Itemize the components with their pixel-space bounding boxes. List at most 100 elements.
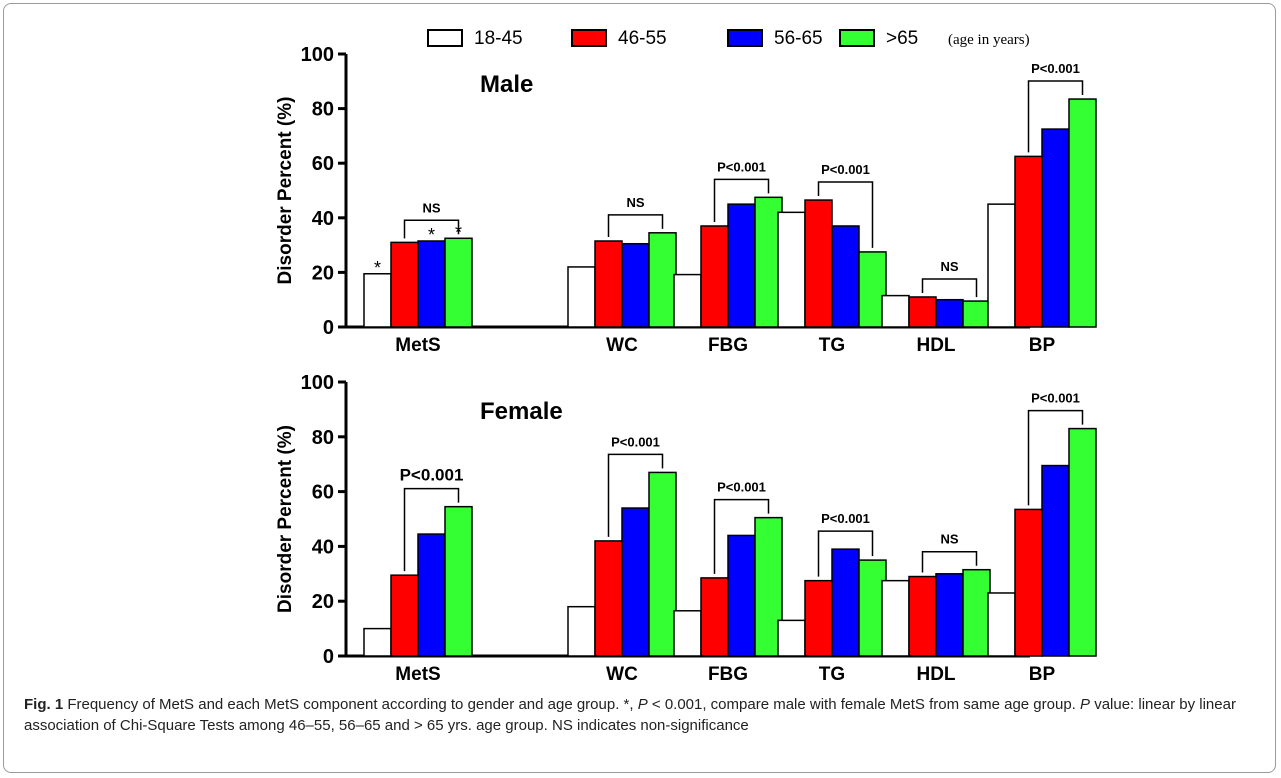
p1-significance-bp: P<0.001 — [1031, 391, 1080, 406]
p0-significance-wc: NS — [626, 195, 644, 210]
legend-suffix: (age in years) — [948, 32, 1030, 48]
p1-category-label-mets: MetS — [395, 664, 440, 685]
p0-bar-bp-2 — [1041, 128, 1070, 328]
p1-category-label-bp: BP — [1029, 664, 1056, 685]
p0-category-label-fbg: FBG — [708, 335, 748, 356]
p0-significance-fbg: P<0.001 — [717, 159, 766, 174]
p0-significance-hdl: NS — [940, 259, 958, 274]
p0-bar-tg-1 — [804, 199, 833, 328]
p0-bracket-fbg — [713, 178, 770, 222]
p1-y-axis-label: Disorder Percent (%) — [275, 425, 296, 613]
p0-bar-hdl-3 — [962, 300, 991, 328]
p1-bar-bp-1 — [1014, 508, 1043, 657]
p1-bar-bp-2 — [1041, 464, 1070, 657]
p1-bar-tg-2 — [831, 548, 860, 657]
p0-ytick-label-20: 20 — [312, 262, 334, 284]
p1-significance-hdl: NS — [940, 532, 958, 547]
p0-bar-hdl-0 — [881, 294, 910, 328]
p0-bar-fbg-0 — [673, 273, 702, 328]
p1-bar-wc-1 — [594, 540, 623, 657]
legend-swatch-1 — [571, 29, 607, 47]
p1-bar-hdl-2 — [935, 573, 964, 657]
p0-bar-wc-2 — [621, 242, 650, 328]
p0-bar-wc-3 — [648, 232, 677, 328]
p1-category-label-wc: WC — [606, 664, 638, 685]
p1-bar-hdl-3 — [962, 568, 991, 657]
caption-p-italic-1: P — [637, 696, 648, 713]
p1-significance-mets: P<0.001 — [400, 466, 464, 485]
p1-significance-wc: P<0.001 — [611, 434, 660, 449]
p0-bar-bp-0 — [987, 203, 1016, 328]
p0-category-label-mets: MetS — [395, 335, 440, 356]
legend-label-3: >65 — [886, 28, 918, 49]
caption-text-2: < 0.001, compare male with female MetS f… — [647, 696, 1081, 713]
p0-bracket-wc — [607, 214, 664, 238]
p1-bar-hdl-0 — [881, 579, 910, 657]
p0-bar-bp-3 — [1068, 98, 1097, 328]
p1-bar-wc-0 — [567, 605, 596, 657]
p0-bar-fbg-1 — [700, 225, 729, 328]
p0-ytick-label-60: 60 — [312, 153, 334, 175]
p0-category-label-tg: TG — [819, 335, 845, 356]
p0-bar-hdl-1 — [908, 296, 937, 328]
p0-significance-bp: P<0.001 — [1031, 61, 1080, 76]
p1-significance-tg: P<0.001 — [821, 511, 870, 526]
p1-ytick-label-100: 100 — [301, 372, 334, 394]
p1-ytick-label-60: 60 — [312, 482, 334, 504]
legend-label-2: 56-65 — [774, 28, 823, 49]
p0-bar-bp-1 — [1014, 155, 1043, 328]
p0-significance-mets: NS — [422, 200, 440, 215]
p1-bar-wc-2 — [621, 507, 650, 657]
legend-swatch-0 — [427, 29, 463, 47]
p1-bar-mets-0 — [363, 627, 392, 657]
p0-bar-mets-1 — [390, 241, 419, 328]
p1-bar-tg-1 — [804, 579, 833, 657]
p1-bar-mets-3 — [444, 505, 473, 657]
p1-bracket-tg — [817, 530, 874, 577]
p0-significance-tg: P<0.001 — [821, 162, 870, 177]
p0-category-label-bp: BP — [1029, 335, 1056, 356]
legend-swatch-2 — [727, 29, 763, 47]
p1-category-label-tg: TG — [819, 664, 845, 685]
caption-text-1: Frequency of MetS and each MetS componen… — [63, 696, 638, 713]
p1-panel-title: Female — [480, 398, 563, 425]
caption-label: Fig. 1 — [24, 696, 64, 713]
p0-bar-fbg-2 — [727, 203, 756, 328]
p0-bar-mets-0 — [363, 273, 392, 328]
legend-label-0: 18-45 — [474, 28, 523, 49]
p0-category-label-wc: WC — [606, 335, 638, 356]
p1-bracket-wc — [607, 453, 664, 537]
p0-bracket-bp — [1027, 80, 1084, 153]
figure-charts: 18-45 46-55 56-65 >65 (age in years) 0 20 40 60 8… — [275, 28, 1097, 685]
p0-bar-mets-2 — [417, 240, 446, 328]
p0-bracket-mets — [403, 219, 460, 239]
p1-bar-fbg-0 — [673, 610, 702, 657]
p0-asterisk-2: * — [428, 225, 435, 245]
legend-label-1: 46-55 — [618, 28, 667, 49]
p1-bracket-mets — [403, 487, 460, 572]
caption-text-3: value: linear by linear association of C… — [24, 696, 1236, 734]
p1-bar-bp-3 — [1068, 427, 1097, 657]
p1-bracket-bp — [1027, 409, 1084, 506]
p0-bar-wc-0 — [567, 266, 596, 328]
p0-category-label-hdl: HDL — [916, 335, 955, 356]
caption-p-italic-2: P — [1080, 696, 1091, 713]
p1-bar-hdl-1 — [908, 575, 937, 657]
p1-category-label-hdl: HDL — [916, 664, 955, 685]
p0-bracket-hdl — [921, 278, 978, 298]
p1-bar-fbg-1 — [700, 577, 729, 657]
p1-category-label-fbg: FBG — [708, 664, 748, 685]
p1-bar-bp-0 — [987, 592, 1016, 657]
p1-bar-wc-3 — [648, 471, 677, 657]
p1-bracket-fbg — [713, 498, 770, 574]
p0-ytick-label-40: 40 — [312, 208, 334, 230]
p0-bar-tg-0 — [777, 211, 806, 328]
legend-swatch-3 — [839, 29, 875, 47]
p0-ytick-label-0: 0 — [323, 317, 334, 339]
figure-caption: Fig. 1 Frequency of MetS and each MetS c… — [24, 694, 1256, 736]
p0-bracket-tg — [817, 181, 874, 248]
p0-ytick-label-80: 80 — [312, 99, 334, 121]
p0-ytick-label-100: 100 — [301, 44, 334, 66]
p1-significance-fbg: P<0.001 — [717, 480, 766, 495]
p1-ytick-label-20: 20 — [312, 591, 334, 613]
